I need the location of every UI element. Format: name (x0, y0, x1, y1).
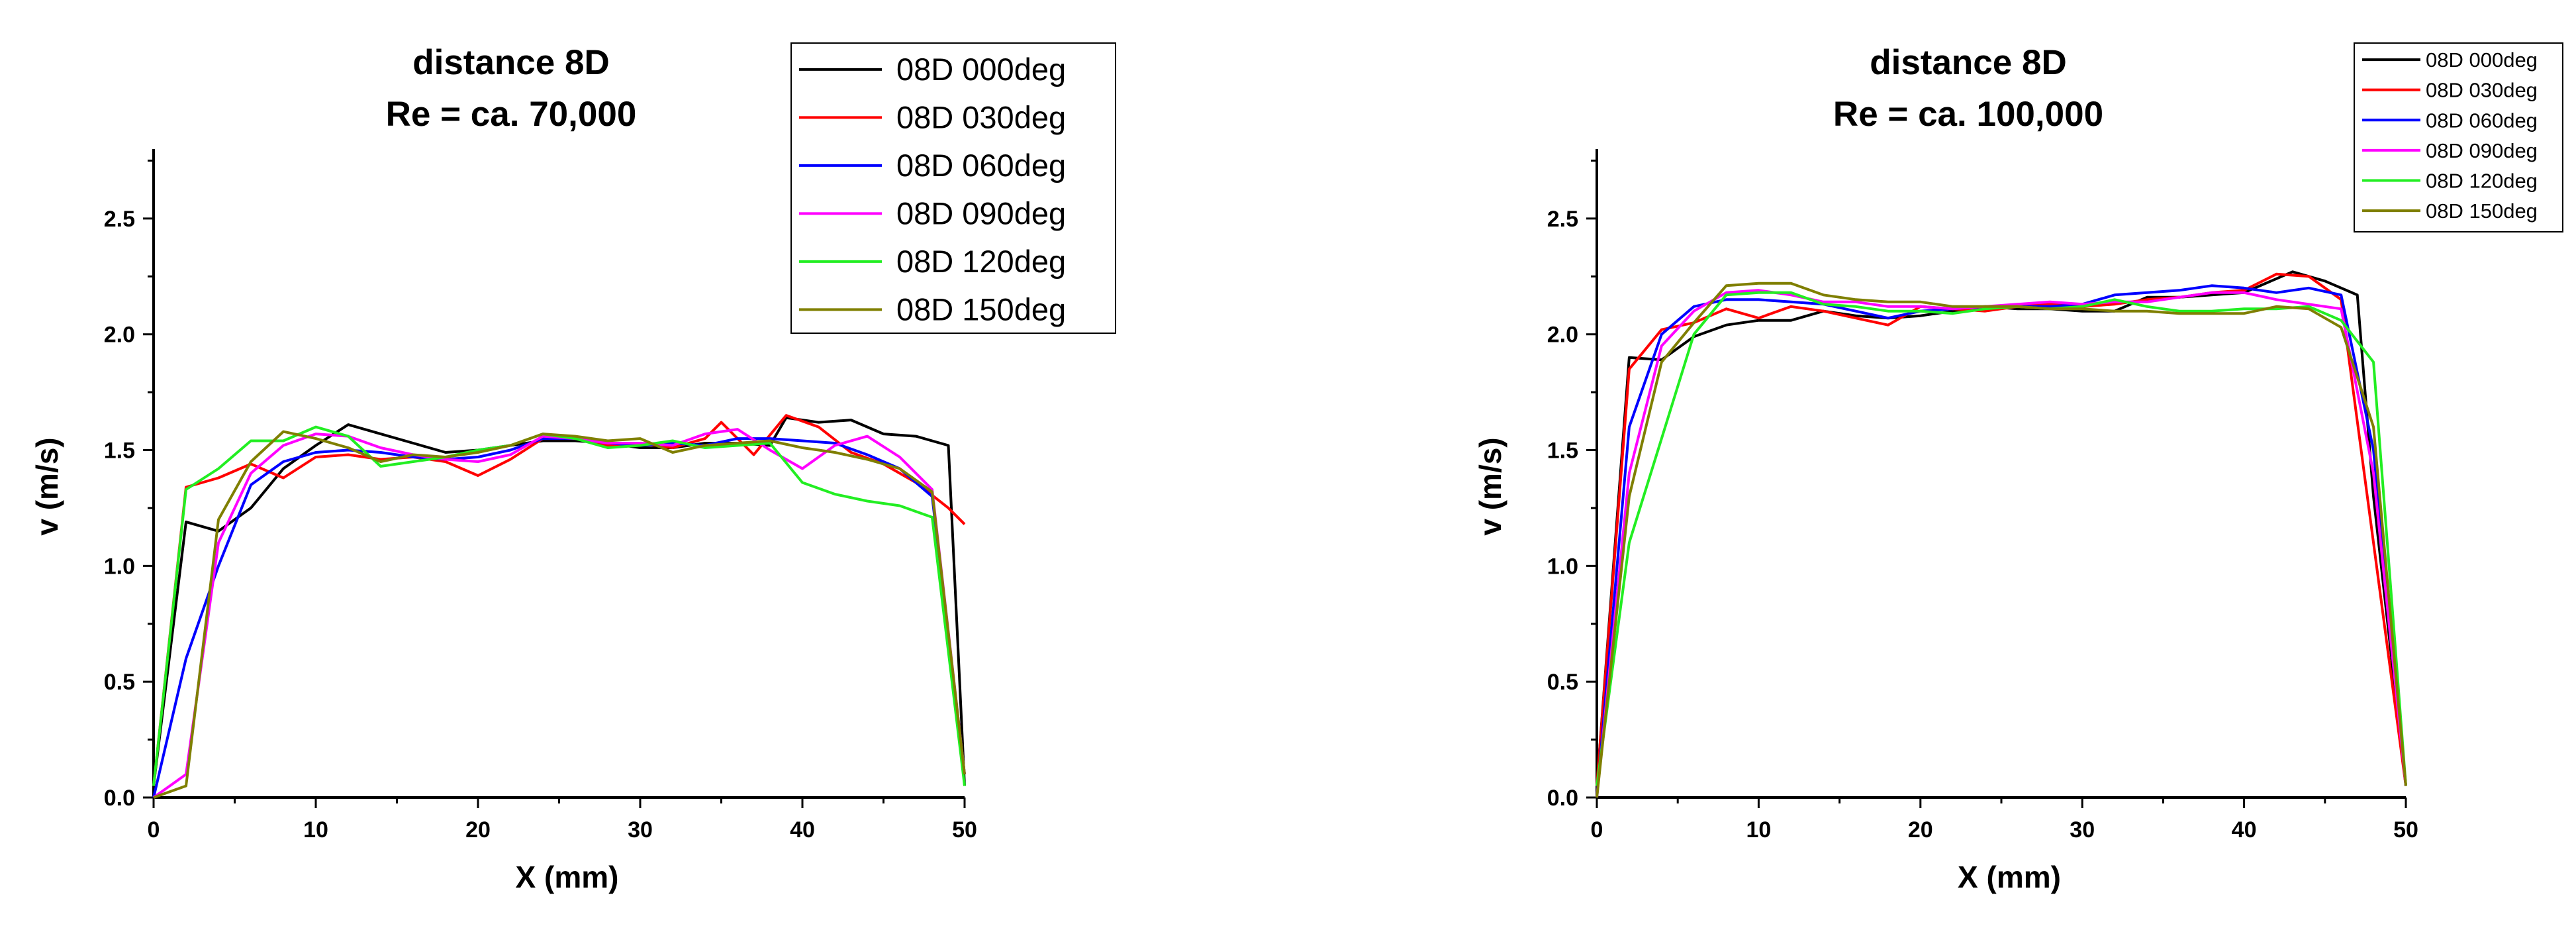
legend-box (2354, 42, 2563, 232)
y-tick-label: 1.5 (1547, 438, 1578, 464)
legend-label: 08D 150deg (2426, 199, 2538, 223)
x-axis-label: X (mm) (516, 860, 619, 894)
x-axis-label: X (mm) (1958, 860, 2061, 894)
legend-label: 08D 030deg (2426, 79, 2538, 102)
series-line-08d-090deg (152, 428, 966, 799)
chart-title-line-2: Re = ca. 70,000 (386, 95, 637, 134)
legend-label: 08D 030deg (896, 99, 1066, 134)
series-line-08d-150deg (153, 430, 966, 799)
x-tick-label: 20 (1908, 817, 1933, 843)
y-tick-label: 2.5 (1547, 207, 1578, 232)
legend: 08D 000deg 08D 030deg 08D 060deg 08D 090deg… (790, 42, 1116, 334)
y-tick-label: 1.5 (104, 438, 135, 464)
x-tick-label: 40 (2232, 817, 2257, 843)
x-tick-label: 0 (148, 817, 160, 843)
x-tick-label: 40 (790, 817, 815, 843)
chart-title-line-1: distance 8D (1870, 43, 2067, 82)
series-line-08d-000deg (1596, 270, 2407, 786)
legend-label: 08D 120deg (2426, 169, 2538, 192)
y-axis-label: v (m/s) (30, 437, 64, 535)
y-tick-label: 2.0 (1547, 323, 1578, 348)
y-tick-label: 0.5 (104, 670, 135, 695)
series-line-08d-060deg (152, 437, 966, 798)
y-tick-label: 1.0 (1547, 554, 1578, 579)
x-tick-label: 50 (952, 817, 977, 843)
series-line-08d-030deg (152, 414, 966, 786)
legend-label: 08D 120deg (896, 244, 1066, 279)
legend-box (790, 42, 1116, 334)
x-tick-label: 0 (1591, 817, 1603, 843)
y-tick-label: 0.0 (1547, 786, 1578, 811)
y-tick-label: 0.5 (1547, 670, 1578, 695)
y-tick-label: 2.0 (104, 323, 135, 348)
chart-1: distance 8D Re = ca. 70,000 0 10 20 30 40 50 0.0… (30, 42, 1116, 894)
legend-label: 08D 150deg (896, 291, 1066, 327)
series-line-08d-150deg (1596, 282, 2407, 798)
x-tick-label: 20 (465, 817, 491, 843)
legend: 08D 000deg 08D 030deg 08D 060deg 08D 090deg… (2354, 42, 2563, 232)
y-tick-label: 1.0 (104, 554, 135, 579)
legend-label: 08D 060deg (896, 148, 1066, 183)
chart-title-line-2: Re = ca. 100,000 (1833, 95, 2103, 134)
x-tick-label: 30 (628, 817, 653, 843)
legend-label: 08D 000deg (896, 52, 1066, 87)
chart-2: distance 8D Re = ca. 100,000 0 10 20 30 40 50 0.… (1473, 42, 2563, 894)
y-axis-label: v (m/s) (1473, 437, 1507, 535)
series-line-08d-120deg (1596, 291, 2407, 786)
legend-label: 08D 060deg (2426, 109, 2538, 132)
x-tick-label: 30 (2070, 817, 2095, 843)
series-line-08d-060deg (1596, 284, 2407, 798)
series-line-08d-030deg (1596, 272, 2407, 786)
legend-label: 08D 090deg (896, 195, 1066, 231)
x-tick-label: 10 (1746, 817, 1771, 843)
x-tick-label: 50 (2393, 817, 2418, 843)
series-line-08d-090deg (1596, 289, 2407, 798)
y-tick-label: 2.5 (104, 207, 135, 232)
chart-title-line-1: distance 8D (412, 43, 610, 82)
y-tick-label: 0.0 (104, 786, 135, 811)
series-line-08d-120deg (152, 425, 966, 786)
legend-label: 08D 090deg (2426, 139, 2538, 162)
legend-label: 08D 000deg (2426, 48, 2538, 72)
series-line-08d-000deg (152, 416, 966, 786)
x-tick-label: 10 (303, 817, 328, 843)
